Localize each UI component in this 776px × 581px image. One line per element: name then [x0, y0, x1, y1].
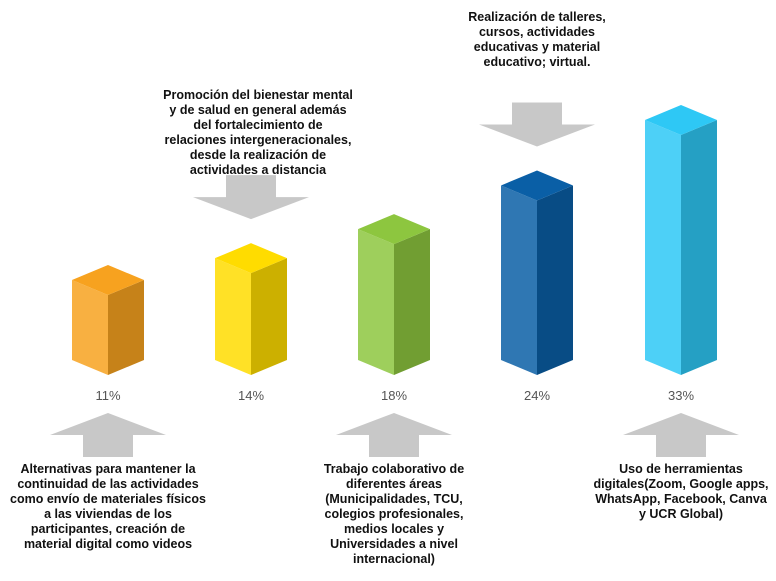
bar-right-face	[681, 120, 717, 375]
value-label: 11%	[95, 388, 120, 403]
annotation: Trabajo colaborativo de diferentes áreas…	[323, 462, 465, 566]
bar-right-face	[251, 258, 287, 375]
bar-top-face	[215, 243, 287, 274]
bar-left-face	[72, 280, 108, 375]
bar-top-face	[72, 265, 144, 295]
annotation: Realización de talleres, cursos, activid…	[468, 10, 606, 69]
value-label: 33%	[668, 388, 694, 403]
value-label: 18%	[381, 388, 407, 403]
arrow	[479, 102, 595, 147]
bar-left-face	[358, 229, 394, 375]
arrow	[336, 413, 452, 457]
arrow	[193, 175, 309, 220]
bar-top-face	[501, 170, 573, 201]
bar-top-face	[645, 105, 717, 135]
arrow	[623, 413, 739, 457]
annotation: Promoción del bienestar mental y de salu…	[163, 88, 353, 177]
bar-right-face	[108, 280, 144, 375]
bar-left-face	[501, 185, 537, 375]
value-label: 14%	[238, 388, 264, 403]
bar-top-face	[358, 214, 430, 245]
bar-right-face	[537, 185, 573, 375]
arrow	[50, 413, 166, 457]
annotation: Uso de herramientas digitales(Zoom, Goog…	[593, 462, 769, 521]
value-label: 24%	[524, 388, 550, 403]
bar-right-face	[394, 229, 430, 375]
annotation: Alternativas para mantener la continuida…	[10, 462, 206, 551]
bar-left-face	[215, 258, 251, 375]
bar-left-face	[645, 120, 681, 375]
